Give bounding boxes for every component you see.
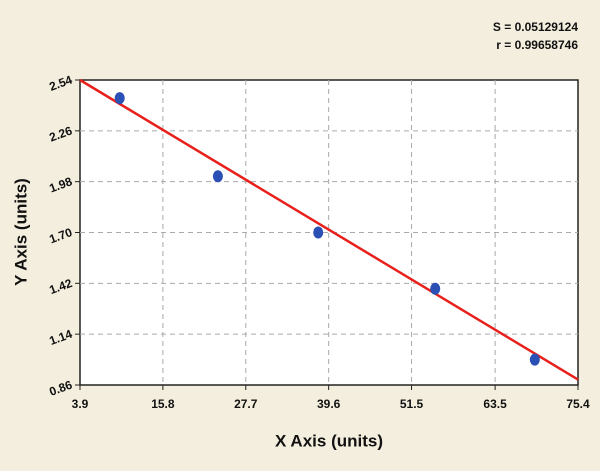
annotation: S = 0.05129124 [493, 20, 578, 34]
data-point [212, 170, 223, 183]
data-point [430, 282, 441, 295]
x-tick-label: 51.5 [400, 397, 424, 411]
data-point [529, 353, 540, 366]
x-axis-title: X Axis (units) [275, 431, 383, 450]
annotation: r = 0.99658746 [496, 38, 578, 52]
data-point [114, 92, 125, 105]
fit-line [79, 78, 579, 381]
x-tick-label: 3.9 [72, 397, 89, 411]
x-tick-label: 75.4 [566, 397, 590, 411]
x-tick-label: 15.8 [151, 397, 175, 411]
data-point [313, 226, 324, 239]
x-tick-label: 63.5 [483, 397, 507, 411]
x-tick-label: 27.7 [234, 397, 258, 411]
x-tick-label: 39.6 [317, 397, 341, 411]
y-axis-title: Y Axis (units) [11, 178, 30, 286]
